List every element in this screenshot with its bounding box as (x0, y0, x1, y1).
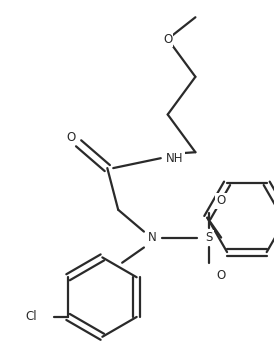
Text: O: O (216, 194, 226, 207)
Text: S: S (206, 231, 213, 244)
Text: O: O (163, 33, 172, 46)
Text: O: O (216, 269, 226, 282)
Text: N: N (147, 231, 156, 244)
Text: O: O (66, 131, 75, 144)
Text: Cl: Cl (26, 311, 37, 324)
Text: NH: NH (166, 152, 183, 165)
